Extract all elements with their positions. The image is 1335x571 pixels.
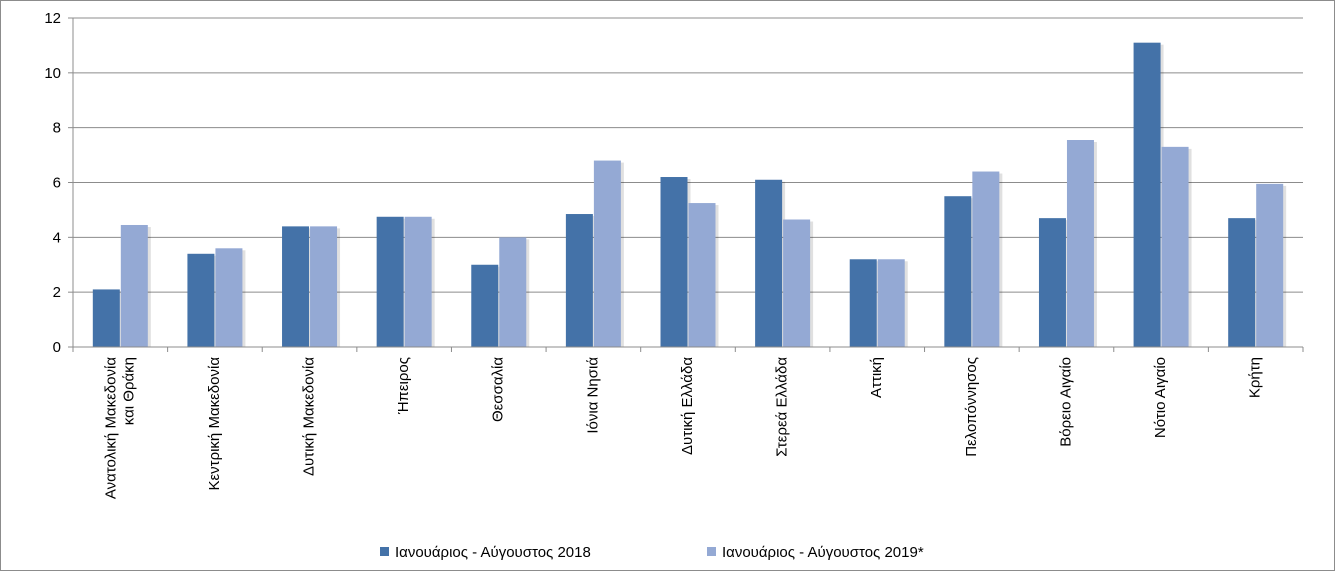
bar-2018 bbox=[1038, 218, 1066, 347]
bar-2018 bbox=[755, 179, 783, 347]
x-category-label: Ιόνια Νησιά bbox=[584, 357, 601, 434]
x-axis-labels: Ανατολική Μακεδονία και Θράκη Κεντρική Μακ… bbox=[102, 357, 1263, 499]
bar-2018 bbox=[471, 264, 499, 347]
x-category-label: Κεντρική Μακεδονία bbox=[206, 357, 223, 491]
x-category-label: Δυτική Ελλάδα bbox=[679, 357, 696, 455]
legend-swatch-2019 bbox=[707, 547, 716, 556]
bar-2018 bbox=[565, 214, 593, 347]
x-category-label: Θεσσαλία bbox=[490, 357, 507, 422]
bar-2018 bbox=[1228, 218, 1256, 347]
x-category-label: Κρήτη bbox=[1247, 357, 1264, 398]
y-tick-label: 2 bbox=[53, 284, 61, 301]
x-category-label: και Θράκη bbox=[120, 357, 137, 425]
bar-2018 bbox=[660, 177, 688, 347]
bar-2019 bbox=[688, 203, 716, 347]
x-category-label: Βόρειο Αιγαίο bbox=[1057, 357, 1074, 447]
bar-2019 bbox=[215, 248, 243, 347]
y-tick-label: 6 bbox=[53, 175, 61, 192]
x-category-label: Πελοπόννησος bbox=[963, 357, 980, 457]
bar-2019 bbox=[404, 216, 432, 347]
x-category-label: Αττική bbox=[868, 357, 885, 398]
bar-2019 bbox=[593, 160, 621, 347]
x-category-label: Ήπειρος bbox=[395, 357, 412, 415]
bar-2018 bbox=[944, 196, 972, 347]
bars bbox=[92, 42, 1287, 348]
bar-2019 bbox=[1161, 146, 1189, 347]
bar-2018 bbox=[376, 216, 404, 347]
bar-2018 bbox=[1133, 42, 1161, 348]
bar-2019 bbox=[877, 259, 905, 347]
gridlines bbox=[73, 17, 1303, 293]
y-tick-label: 8 bbox=[53, 120, 61, 137]
bar-2019 bbox=[1256, 183, 1284, 347]
bar-2018 bbox=[849, 259, 877, 347]
legend-swatch-2018 bbox=[380, 547, 389, 556]
bar-2019 bbox=[783, 219, 811, 347]
bar-2019 bbox=[1066, 140, 1094, 347]
bar-2019 bbox=[972, 171, 1000, 347]
y-tick-label: 4 bbox=[53, 229, 61, 246]
x-category-label: Στερεά Ελλάδα bbox=[774, 357, 791, 457]
bar-2019 bbox=[120, 224, 148, 347]
x-category-label: Ανατολική Μακεδονία bbox=[102, 357, 119, 499]
legend-label-2019: Ιανουάριος - Αύγουστος 2019* bbox=[722, 544, 924, 561]
legend-label-2018: Ιανουάριος - Αύγουστος 2018 bbox=[395, 544, 591, 561]
bar-2019 bbox=[310, 226, 338, 347]
x-category-label: Νότιο Αιγαίο bbox=[1152, 357, 1169, 438]
y-tick-label: 12 bbox=[44, 10, 61, 27]
bar-2019 bbox=[499, 237, 527, 347]
y-tick-label: 0 bbox=[53, 339, 61, 356]
x-category-label: Δυτική Μακεδονία bbox=[301, 357, 318, 476]
bar-2018 bbox=[282, 226, 310, 347]
bar-2018 bbox=[187, 253, 215, 347]
legend: Ιανουάριος - Αύγουστος 2018 Ιανουάριος - … bbox=[380, 544, 924, 561]
y-tick-label: 10 bbox=[44, 65, 61, 82]
y-axis-ticks: 0 2 4 6 8 10 12 bbox=[44, 10, 73, 356]
axes bbox=[72, 18, 1304, 352]
bar-2018 bbox=[92, 289, 120, 347]
